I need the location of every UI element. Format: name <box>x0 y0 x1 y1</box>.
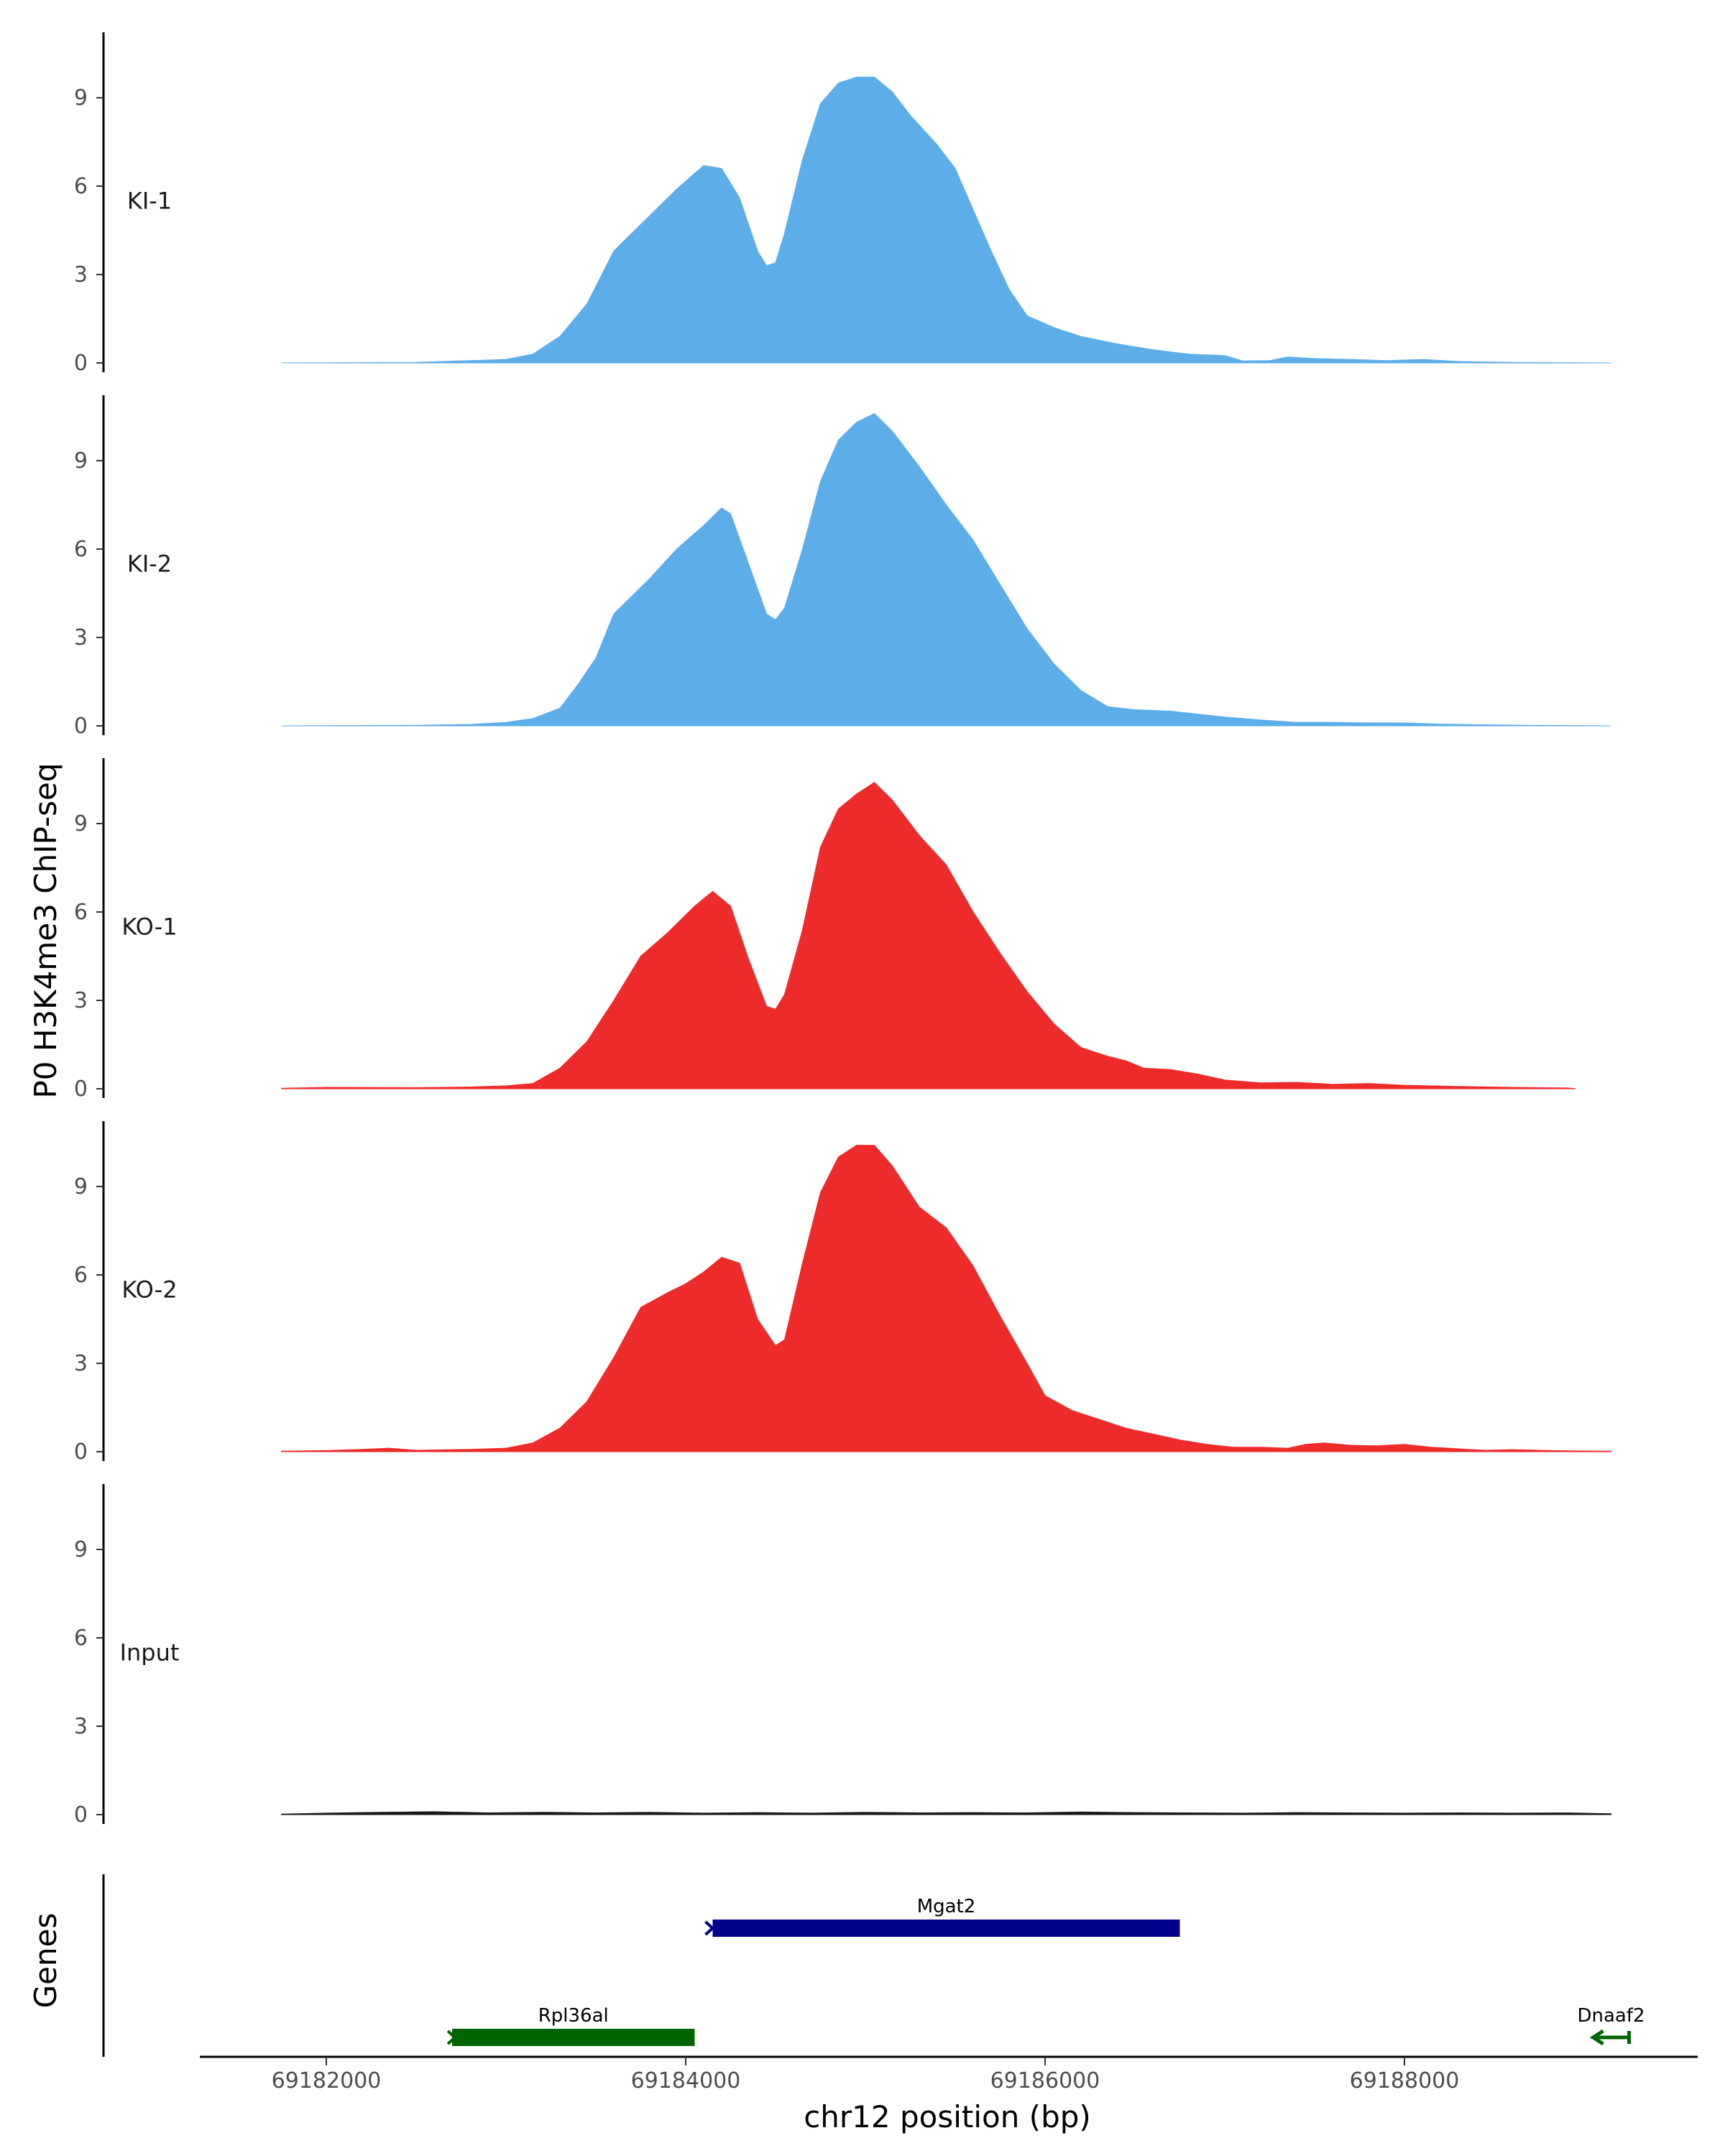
gene-track: Mgat2 Rpl36al Dnaaf2 <box>102 1874 1645 2057</box>
gene-label: Mgat2 <box>917 1896 976 1917</box>
y-tick-label: 3 <box>74 1714 88 1739</box>
coverage-area-ki-2 <box>281 413 1611 727</box>
track-label: KO-1 <box>121 913 177 941</box>
y-tick-label: 6 <box>74 1626 88 1651</box>
y-tick-label: 0 <box>74 1439 88 1465</box>
coverage-area-ko-2 <box>281 1145 1611 1452</box>
y-tick-label: 6 <box>74 900 88 925</box>
y-axis-title: P0 H3K4me3 ChIP-seq <box>28 763 63 1098</box>
gene-label: Rpl36al <box>538 2005 609 2027</box>
y-tick-label: 9 <box>74 811 88 837</box>
y-tick-label: 6 <box>74 1263 88 1288</box>
track-ki-1: 0 3 6 9 KI-1 <box>74 32 1611 376</box>
y-tick-label: 6 <box>74 174 88 199</box>
gene-body <box>712 1920 1180 1937</box>
gene-mgat2: Mgat2 <box>704 1896 1180 1937</box>
track-label: KI-2 <box>127 550 172 578</box>
y-tick-label: 0 <box>74 1077 88 1102</box>
y-tick-label: 3 <box>74 988 88 1013</box>
y-tick-label: 0 <box>74 714 88 739</box>
track-label: KO-2 <box>121 1276 177 1304</box>
gene-body <box>452 2029 695 2046</box>
y-tick-label: 9 <box>74 448 88 474</box>
y-tick-label: 9 <box>74 1174 88 1199</box>
y-tick-label: 3 <box>74 625 88 650</box>
track-ki-2: 0 3 6 9 KI-2 <box>74 395 1611 739</box>
track-label: KI-1 <box>127 188 172 215</box>
x-tick-label: 69188000 <box>1350 2068 1460 2093</box>
y-tick-label: 6 <box>74 537 88 562</box>
y-tick-label: 0 <box>74 1802 88 1828</box>
gene-strand-marker <box>704 1920 715 1936</box>
track-label: Input <box>120 1639 180 1667</box>
coverage-area-ki-1 <box>281 76 1611 364</box>
gene-track-title: Genes <box>28 1913 63 2009</box>
gene-dnaaf2: Dnaaf2 <box>1577 2005 1645 2046</box>
gene-label: Dnaaf2 <box>1577 2005 1644 2027</box>
y-tick-label: 9 <box>74 86 88 111</box>
y-tick-label: 3 <box>74 262 88 287</box>
gene-rpl36al: Rpl36al <box>446 2005 695 2046</box>
gene-arrow-head <box>1589 2029 1604 2046</box>
x-tick-label: 69182000 <box>272 2068 382 2093</box>
track-ko-1: 0 3 6 9 KO-1 <box>74 758 1576 1102</box>
x-tick-label: 69184000 <box>631 2068 741 2093</box>
coverage-tracks: 0 3 6 9 KI-1 0 3 6 9 KI-2 0 3 6 9 KO-1 0 3 6 9 KO-2 0 3 6 9 Inpu… <box>74 32 1611 1828</box>
x-axis: 69182000 69184000 69186000 69188000 <box>200 2055 1698 2093</box>
y-tick-label: 0 <box>74 351 88 376</box>
x-axis-title: chr12 position (bp) <box>804 2099 1091 2134</box>
y-tick-label: 3 <box>74 1351 88 1376</box>
x-tick-label: 69186000 <box>990 2068 1100 2093</box>
track-ko-2: 0 3 6 9 KO-2 <box>74 1121 1611 1465</box>
y-tick-label: 9 <box>74 1537 88 1562</box>
gene-strand-marker <box>446 2030 457 2045</box>
coverage-area-ko-1 <box>281 781 1576 1089</box>
coverage-area-input <box>281 1811 1611 1815</box>
track-input: 0 3 6 9 Input <box>74 1484 1611 1828</box>
